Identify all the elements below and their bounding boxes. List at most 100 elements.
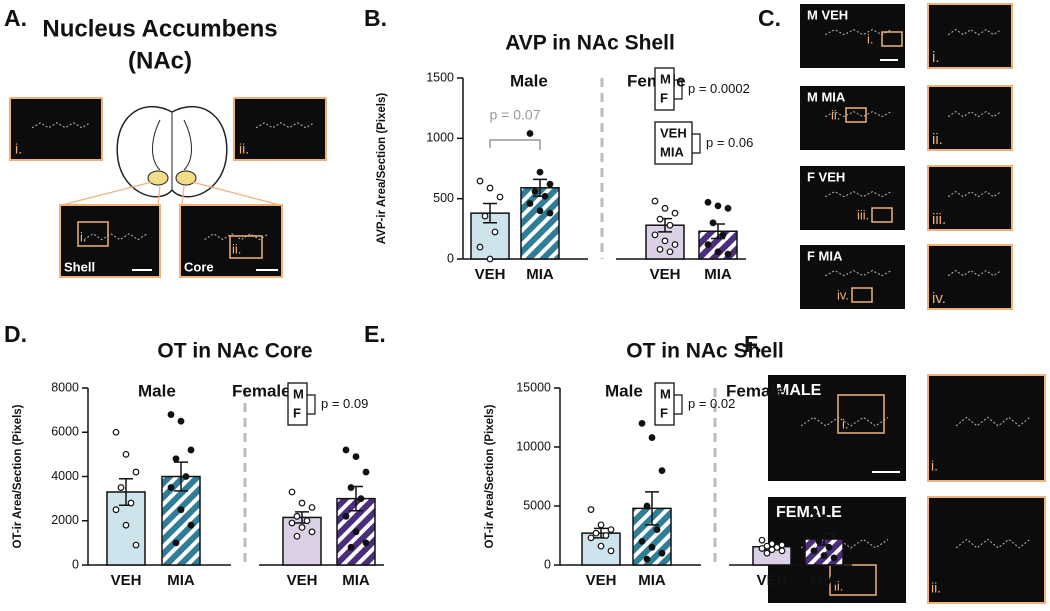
inset-label: ii. xyxy=(232,241,241,256)
panel-letter: C. xyxy=(758,5,781,31)
inset-label: ii. xyxy=(931,580,941,596)
bar xyxy=(520,187,560,260)
data-point xyxy=(810,547,818,555)
inset-box xyxy=(77,221,109,247)
micrograph xyxy=(59,204,161,278)
data-point xyxy=(546,180,554,188)
data-point xyxy=(820,514,828,522)
data-point xyxy=(656,215,664,223)
data-point xyxy=(724,250,732,258)
micrograph xyxy=(927,374,1046,482)
stat-box xyxy=(654,121,693,165)
data-point xyxy=(172,539,180,547)
data-point xyxy=(293,512,301,520)
condition-label: MALE xyxy=(776,382,822,399)
group-label: Male xyxy=(138,381,176,400)
inset-label: ii. xyxy=(239,141,249,157)
y-axis-label: OT-ir Area/Section (Pixels) xyxy=(12,404,24,548)
data-point xyxy=(303,517,311,525)
data-point xyxy=(347,484,355,491)
y-tick-label: 1000 xyxy=(426,131,454,145)
fiber xyxy=(824,191,892,198)
inset-label: iii. xyxy=(857,207,869,222)
data-point xyxy=(607,547,615,555)
stat-factor: MIA xyxy=(660,144,684,159)
data-point xyxy=(758,545,766,552)
x-tick-label: VEH xyxy=(287,572,318,589)
stat-box xyxy=(287,382,308,426)
fiber xyxy=(947,269,1002,277)
x-tick-label: VEH xyxy=(475,266,506,283)
inset-label: iv. xyxy=(837,287,849,302)
data-point xyxy=(661,204,669,212)
stat-factor: F xyxy=(660,405,668,420)
data-point xyxy=(671,209,679,217)
stat-box xyxy=(654,67,675,111)
y-tick-label: 0 xyxy=(544,557,551,571)
data-point xyxy=(362,539,370,547)
inset-label: i. xyxy=(931,458,938,474)
micrograph xyxy=(800,4,905,68)
y-tick-label: 1500 xyxy=(426,70,454,84)
chart-title: OT in NAc Shell xyxy=(626,340,784,363)
inset-label: i. xyxy=(842,416,849,431)
data-point xyxy=(486,255,494,263)
inset-label: i. xyxy=(80,229,87,244)
micrograph xyxy=(179,204,283,278)
data-point xyxy=(476,177,484,185)
x-tick-label: VEH xyxy=(650,266,681,283)
micrograph xyxy=(927,3,1013,69)
connector xyxy=(61,181,281,206)
x-tick-label: MIA xyxy=(704,266,732,283)
group-label: Female xyxy=(726,381,785,400)
data-point xyxy=(709,219,717,227)
fiber xyxy=(824,111,892,118)
group-label: Male xyxy=(605,381,643,400)
group-label: Female xyxy=(232,381,291,400)
data-point xyxy=(830,530,838,538)
stat-bracket xyxy=(307,394,316,415)
stat-bracket xyxy=(674,79,683,100)
condition-label: M MIA xyxy=(807,89,846,104)
data-point xyxy=(704,241,712,248)
inset-label: i. xyxy=(932,49,940,66)
data-point xyxy=(541,192,549,200)
error-bar xyxy=(483,202,497,224)
data-point xyxy=(546,209,554,217)
micrograph xyxy=(233,97,327,161)
data-point xyxy=(342,446,350,454)
x-tick-label: VEH xyxy=(586,572,617,589)
data-point xyxy=(526,130,534,137)
stat-factor: M xyxy=(293,386,304,401)
data-point xyxy=(132,468,140,476)
data-point xyxy=(531,188,539,195)
data-point xyxy=(308,504,316,511)
data-point xyxy=(132,541,140,549)
data-point xyxy=(758,536,766,544)
panel-subtitle: (NAc) xyxy=(128,47,192,74)
y-axis-label: OT-ir Area/Section (Pixels) xyxy=(484,404,496,548)
data-point xyxy=(347,543,355,551)
stat-box xyxy=(654,382,675,426)
panel-letter: A. xyxy=(4,5,27,31)
inset-label: ii. xyxy=(834,578,843,593)
panel-letter: D. xyxy=(4,321,27,347)
fiber xyxy=(31,122,91,129)
micrograph xyxy=(927,165,1013,231)
data-point xyxy=(187,446,195,454)
stat-p-value: p = 0.09 xyxy=(321,396,368,411)
data-point xyxy=(293,532,301,540)
data-point xyxy=(352,453,360,460)
y-tick-label: 4000 xyxy=(51,469,79,483)
data-point xyxy=(187,521,195,529)
fiber xyxy=(947,190,1002,198)
stat-p-value: p = 0.02 xyxy=(688,396,735,411)
inset-label: iii. xyxy=(932,211,946,228)
y-tick-label: 5000 xyxy=(523,498,551,512)
x-tick-label: MIA xyxy=(526,266,554,283)
data-point xyxy=(714,248,722,256)
data-point xyxy=(656,245,664,253)
micrograph xyxy=(927,244,1013,310)
data-point xyxy=(666,221,674,229)
data-point xyxy=(648,434,656,441)
